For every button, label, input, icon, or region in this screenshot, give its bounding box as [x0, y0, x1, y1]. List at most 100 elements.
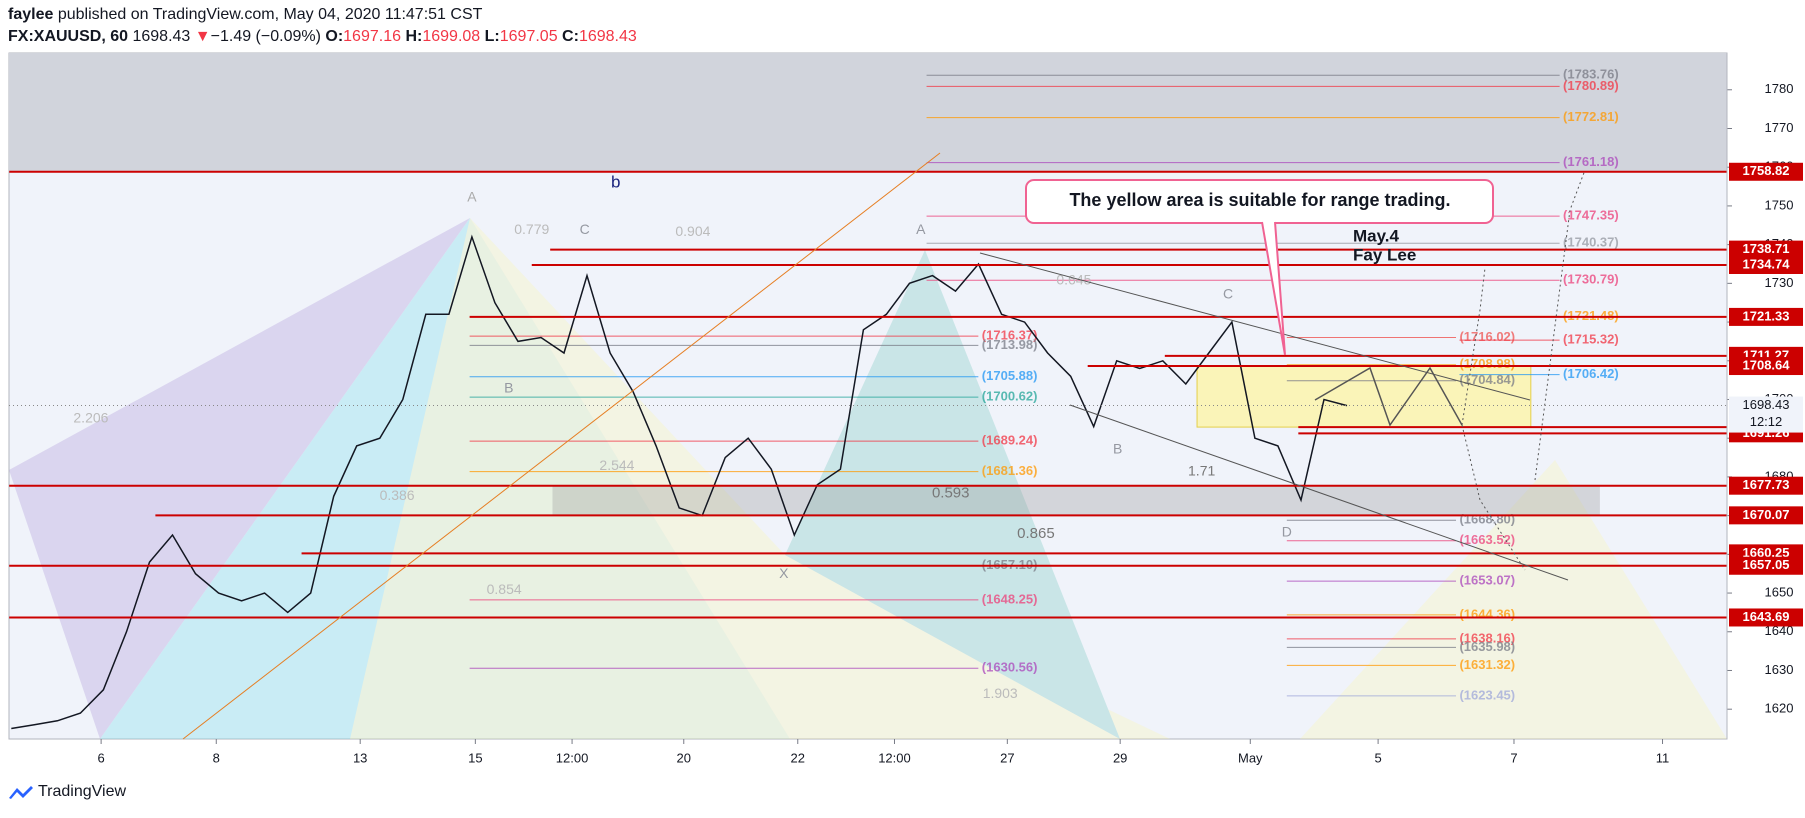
x-tick-label: 27: [1000, 750, 1014, 765]
wave-label: B: [504, 380, 513, 396]
projection-dotted: [1461, 424, 1526, 571]
level-tag-label: 1738.71: [1743, 241, 1790, 256]
fib-label: (1668.80): [1459, 512, 1515, 527]
y-tick-label: 1640: [1765, 623, 1794, 638]
level-tag: [1729, 357, 1803, 376]
x-tick-label: 5: [1374, 750, 1381, 765]
h-value: 1699.08: [422, 28, 481, 45]
fib-label: (1689.24): [982, 433, 1038, 448]
fib-label: (1635.98): [1459, 639, 1515, 654]
wave-label: 0.904: [675, 223, 710, 239]
projection-dotted: [1534, 169, 1586, 481]
l-label: L:: [484, 28, 500, 45]
fib-label: (1657.10): [982, 557, 1038, 572]
level-tag-label: 1721.33: [1743, 308, 1790, 323]
level-tag-label: 1734.74: [1743, 256, 1791, 271]
fib-label: (1631.32): [1459, 657, 1515, 672]
o-label: O:: [325, 28, 344, 45]
callout-pointer: [1261, 221, 1286, 356]
x-tick-label: 20: [677, 750, 691, 765]
fib-label: (1623.45): [1459, 687, 1515, 702]
wave-label: A: [467, 189, 477, 205]
fib-label: (1772.81): [1563, 109, 1619, 124]
callout-text: The yellow area is suitable for range tr…: [1069, 190, 1450, 210]
x-tick-label: 12:00: [878, 750, 911, 765]
projection-dotted: [1461, 267, 1486, 426]
price: 1698.43: [132, 28, 191, 45]
x-tick-label: 13: [353, 750, 367, 765]
symbol: FX:XAUUSD, 60: [8, 28, 129, 45]
wave-label: 0.854: [487, 581, 522, 597]
level-tag-label: 1660.25: [1743, 545, 1790, 560]
x-tick-label: 22: [791, 750, 805, 765]
callout-box: [1025, 179, 1494, 224]
fib-label: (1648.25): [982, 591, 1038, 606]
publish-line: faylee published on TradingView.com, May…: [8, 4, 637, 26]
support-zone: [552, 485, 1600, 516]
level-tag: [1729, 162, 1803, 181]
channel-line: [979, 252, 1531, 401]
level-tag-label: 1708.64: [1743, 357, 1791, 372]
fib-label: (1705.88): [982, 368, 1038, 383]
y-tick-label: 1730: [1765, 275, 1794, 290]
y-tick-label: 1770: [1765, 120, 1794, 135]
x-tick-label: 29: [1113, 750, 1127, 765]
fib-label: (1681.36): [982, 463, 1038, 478]
level-tag: [1729, 556, 1803, 575]
header: faylee published on TradingView.com, May…: [8, 4, 637, 48]
fib-label: (1730.79): [1563, 272, 1619, 287]
fib-label: (1780.89): [1563, 78, 1619, 93]
fib-label: (1704.84): [1459, 372, 1515, 387]
c-label: C:: [562, 28, 579, 45]
h-label: H:: [405, 28, 423, 45]
wave-label: b: [611, 172, 620, 191]
quote-line: FX:XAUUSD, 60 1698.43 ▼−1.49 (−0.09%) O:…: [8, 26, 637, 48]
last-price-label: 1698.43: [1743, 397, 1790, 412]
o-value: 1697.16: [343, 28, 401, 45]
pattern: [1300, 460, 1727, 739]
dynamic: 1620163016401650166016701680169017001710…: [9, 53, 1803, 765]
level-tag-label: 1657.05: [1743, 557, 1790, 572]
fib-label: (1721.48): [1563, 308, 1619, 323]
logo-icon: [9, 786, 33, 799]
fib-label: (1716.37): [982, 328, 1038, 343]
wave-label: C: [1223, 285, 1233, 301]
x-tick-label: 8: [213, 750, 220, 765]
x-tick-label: 15: [468, 750, 482, 765]
level-tag: [1729, 476, 1803, 495]
resistance-zone: [9, 53, 1727, 172]
countdown: 12:12: [1750, 414, 1783, 429]
pattern: [9, 218, 470, 739]
x-tick-label: May: [1238, 750, 1263, 765]
brand-logo: TradingView: [8, 783, 126, 801]
author: faylee: [8, 6, 54, 23]
wave-label: 0.593: [932, 485, 970, 502]
fib-label: (1708.98): [1459, 356, 1515, 371]
wave-label: D: [1282, 524, 1292, 540]
level-tag: [1729, 240, 1803, 259]
x-tick-label: 7: [1510, 750, 1517, 765]
fib-label: (1706.42): [1563, 366, 1619, 381]
projection-arrows: [1314, 366, 1463, 427]
level-tag: [1729, 506, 1803, 525]
signature-date: May.4: [1353, 226, 1400, 245]
wave-label: 0.779: [514, 221, 549, 237]
wave-label: A: [916, 221, 926, 237]
level-tag: [1729, 255, 1803, 274]
wave-label: B: [1113, 441, 1122, 457]
y-tick-label: 1780: [1765, 81, 1794, 96]
fib-label: (1638.16): [1459, 630, 1515, 645]
fib-label: (1747.35): [1563, 208, 1619, 223]
wave-label: X: [779, 565, 789, 581]
signature-name: Fay Lee: [1353, 245, 1416, 264]
wave-label: 1.71: [1188, 463, 1215, 479]
price-line: [11, 234, 1348, 730]
l-value: 1697.05: [499, 28, 558, 45]
fib-label: (1783.76): [1563, 67, 1619, 82]
arrow: ▼: [194, 28, 211, 45]
change: −1.49 (−0.09%): [210, 28, 321, 45]
x-tick-label: 11: [1656, 750, 1670, 765]
pattern: [350, 218, 1170, 739]
level-tag-label: 1758.82: [1743, 163, 1790, 178]
